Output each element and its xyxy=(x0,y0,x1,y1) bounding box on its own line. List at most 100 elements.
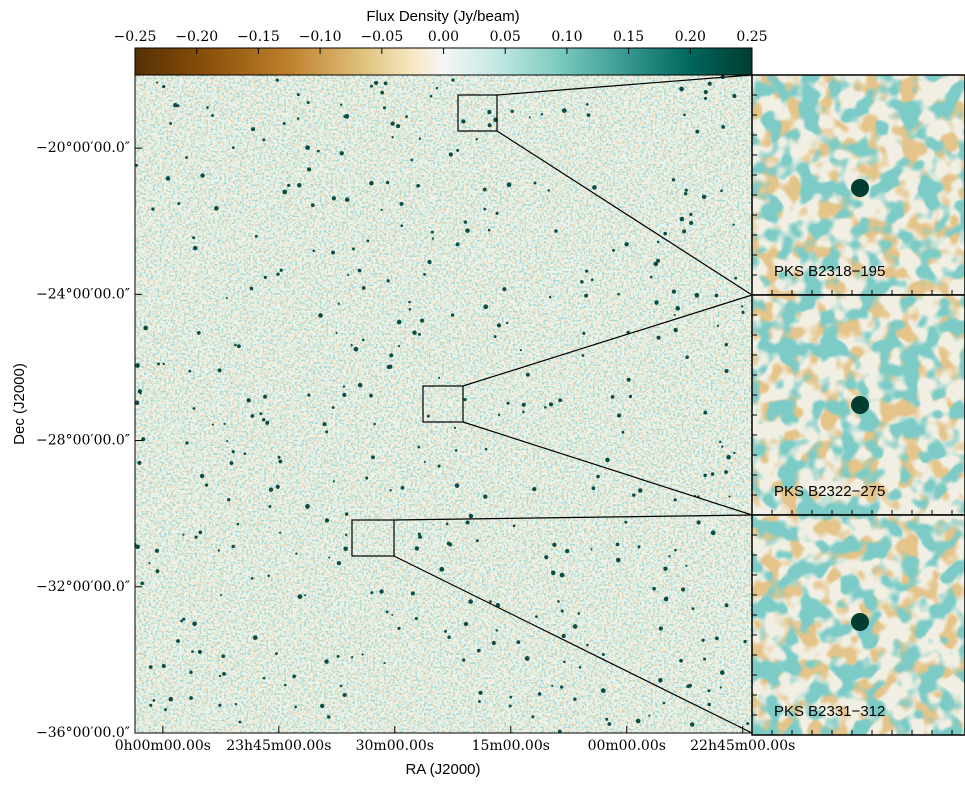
source-dot xyxy=(703,473,707,478)
source-dot xyxy=(554,229,558,233)
source-dot xyxy=(689,220,694,226)
source-dot xyxy=(724,343,728,347)
source-dot xyxy=(141,437,146,442)
source-dot xyxy=(675,306,680,311)
source-dot xyxy=(223,422,226,426)
colorbar-tick-label: −0.25 xyxy=(114,29,157,45)
source-dot xyxy=(483,207,487,211)
source-dot xyxy=(551,684,554,687)
source-dot xyxy=(312,249,315,253)
source-dot xyxy=(185,441,189,445)
source-dot xyxy=(218,703,222,707)
source-dot xyxy=(610,394,615,399)
source-dot xyxy=(461,119,466,124)
source-dot xyxy=(741,310,745,315)
source-dot xyxy=(590,278,594,282)
source-dot xyxy=(463,397,467,402)
colorbar-tick-label: 0.15 xyxy=(613,29,644,45)
source-dot xyxy=(600,688,606,693)
source-dot xyxy=(685,564,688,567)
inset-source xyxy=(851,179,869,197)
source-dot xyxy=(493,335,497,338)
source-dot xyxy=(732,94,737,99)
source-dot xyxy=(732,223,735,226)
source-dot xyxy=(483,494,488,499)
source-dot xyxy=(151,207,155,211)
source-dot xyxy=(135,363,140,368)
source-dot xyxy=(540,113,544,116)
y-tick-label: −28°00′00.0″ xyxy=(36,433,130,449)
source-dot xyxy=(624,520,628,524)
source-dot xyxy=(173,103,178,108)
source-dot xyxy=(148,665,153,669)
source-dot xyxy=(664,596,669,601)
source-dot xyxy=(236,522,240,526)
source-dot xyxy=(615,557,621,563)
source-dot xyxy=(521,402,526,407)
source-dot xyxy=(437,464,441,468)
zoom-line xyxy=(462,421,753,516)
source-dot xyxy=(689,212,693,217)
source-dot xyxy=(262,394,268,399)
insets: PKS B2318−195 PKS B2322−275 PKS B2331−312 xyxy=(751,74,965,736)
source-dot xyxy=(276,272,280,276)
source-dot xyxy=(307,393,311,397)
source-dot xyxy=(204,483,209,487)
source-dot xyxy=(278,459,283,464)
zoom-line xyxy=(393,514,753,521)
source-dot xyxy=(463,220,468,224)
source-dot xyxy=(412,330,417,335)
source-dot xyxy=(418,137,422,140)
source-dot xyxy=(296,117,300,120)
source-dot xyxy=(612,248,615,252)
source-dot xyxy=(234,702,238,706)
source-dot xyxy=(578,666,582,669)
source-dot xyxy=(565,548,570,554)
source-dot xyxy=(388,364,393,369)
colorbar-tick-label: −0.15 xyxy=(237,29,280,45)
source-dot xyxy=(279,268,283,272)
source-dot xyxy=(250,577,254,580)
source-dot xyxy=(331,196,337,201)
source-dot xyxy=(218,674,222,677)
source-dot xyxy=(326,715,331,719)
source-dot xyxy=(703,89,708,95)
source-dot xyxy=(137,389,143,394)
source-dot xyxy=(682,229,687,234)
source-dot xyxy=(685,355,689,360)
source-dot xyxy=(703,96,708,100)
source-dot xyxy=(320,703,325,709)
source-dot xyxy=(673,327,678,333)
source-dot xyxy=(438,376,441,380)
inset-source xyxy=(851,613,869,631)
source-dot xyxy=(475,138,478,141)
source-dot xyxy=(336,561,342,566)
colorbar-tick-label: −0.20 xyxy=(175,29,218,45)
source-dot xyxy=(277,455,281,459)
source-dot xyxy=(305,145,310,150)
source-dot xyxy=(455,242,460,247)
source-dot xyxy=(335,332,338,335)
source-dot xyxy=(379,589,384,594)
zoom-box xyxy=(351,519,395,557)
source-dot xyxy=(371,455,375,460)
source-dot xyxy=(508,704,512,708)
source-dot xyxy=(191,650,194,653)
source-dot xyxy=(531,715,535,719)
source-dot xyxy=(720,189,723,193)
source-dot xyxy=(324,659,329,664)
source-dot xyxy=(502,287,507,292)
source-dot xyxy=(225,297,228,300)
source-dot xyxy=(185,156,188,159)
source-dot xyxy=(551,570,556,576)
source-dot xyxy=(510,109,514,114)
source-dot xyxy=(535,615,538,618)
inset-label: PKS B2318−195 xyxy=(774,263,885,280)
source-dot xyxy=(396,319,402,325)
source-dot xyxy=(176,639,180,643)
source-dot xyxy=(275,78,279,82)
source-dot xyxy=(724,369,729,374)
source-dot xyxy=(265,420,270,425)
source-dot xyxy=(251,127,256,132)
source-dot xyxy=(369,84,373,88)
